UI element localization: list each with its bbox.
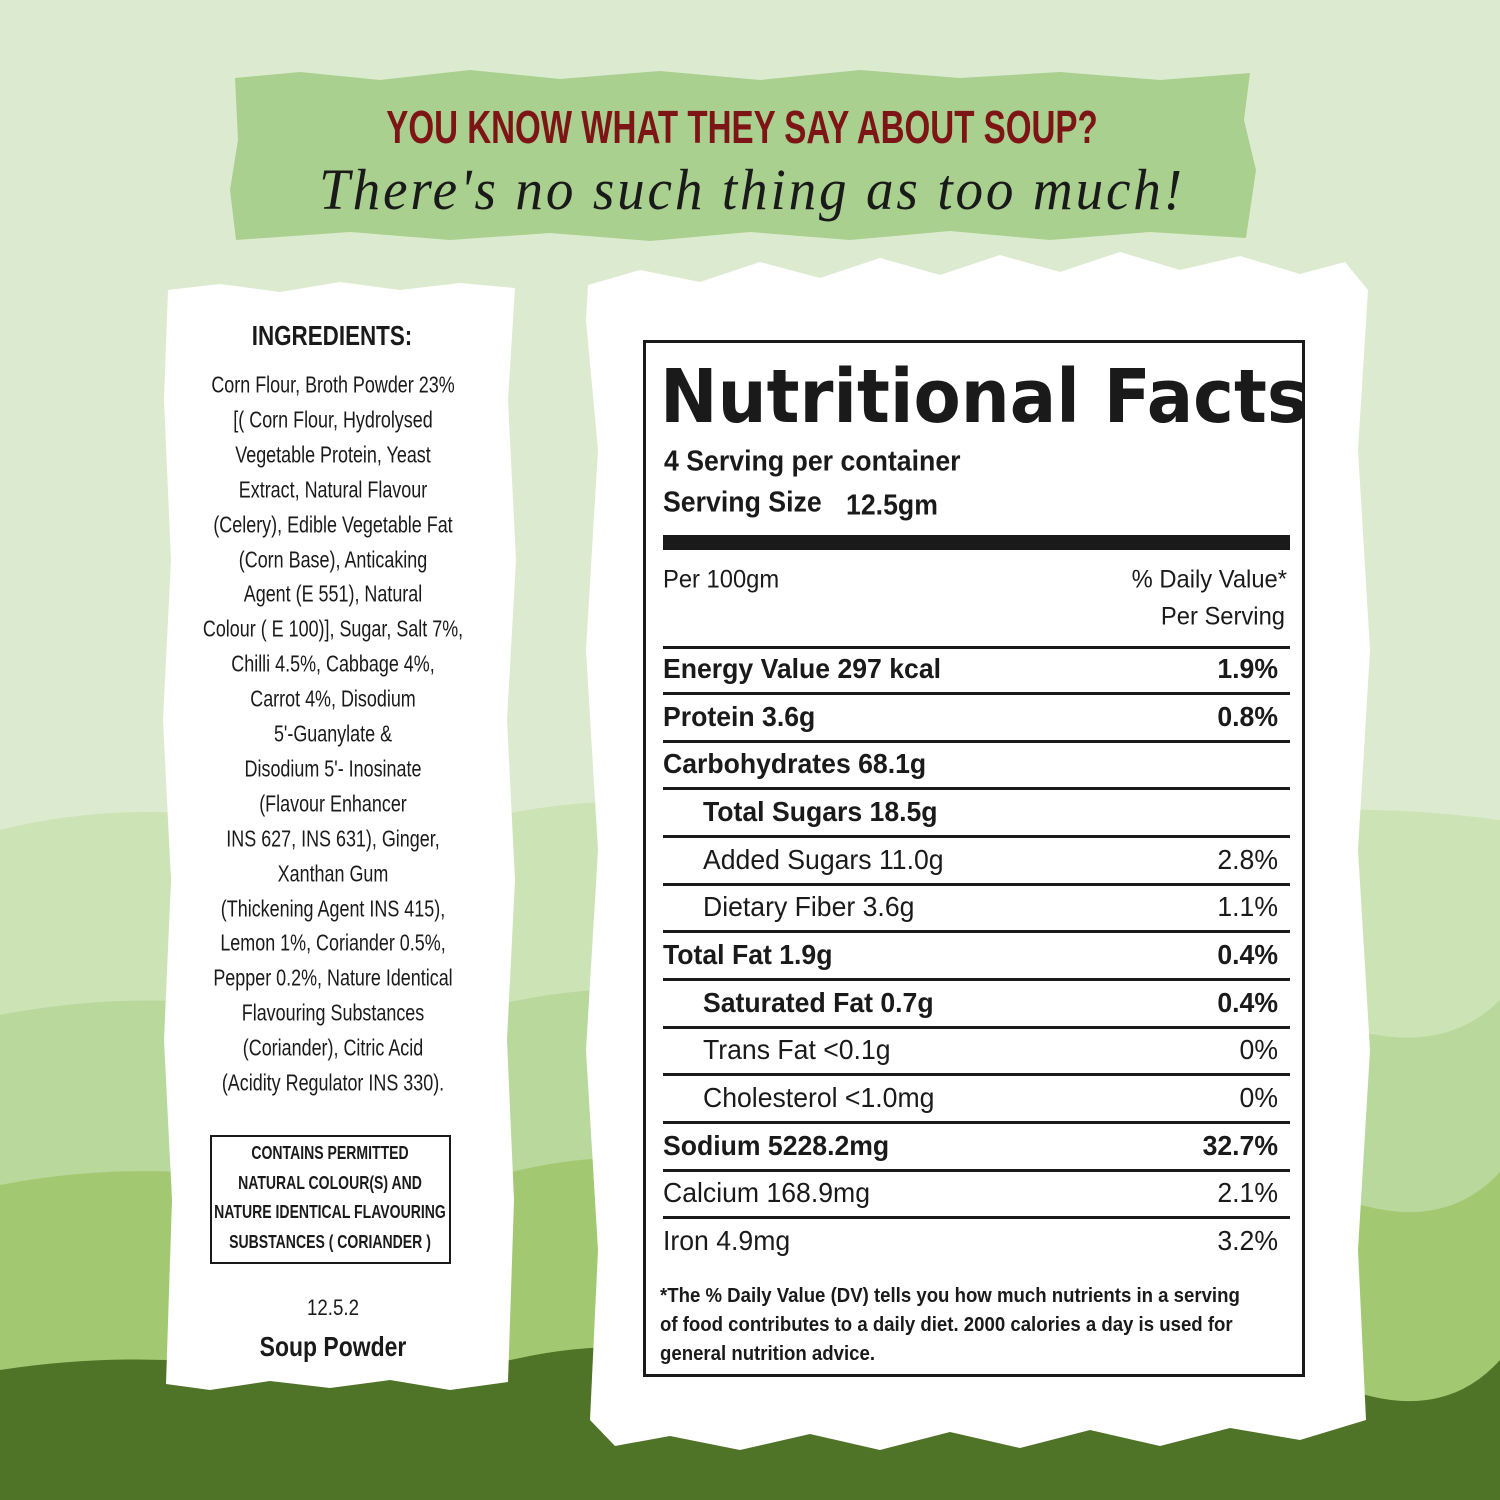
- ingredient-line: INS 627, INS 631), Ginger,: [226, 825, 440, 852]
- nutrient-dv: 1.9%: [1217, 653, 1278, 684]
- notice-line: CONTAINS PERMITTED: [251, 1143, 409, 1163]
- nutrient-name: Energy Value 297 kcal: [663, 653, 942, 684]
- serving-size-label: Serving Size: [663, 486, 822, 519]
- per-label: Per 100gm: [663, 565, 780, 594]
- row-rule: [663, 882, 1290, 886]
- row-rule: [663, 835, 1290, 838]
- row-rule: [663, 930, 1290, 934]
- ingredient-line: Corn Flour, Broth Powder 23%: [211, 371, 455, 398]
- product-name: Soup Powder: [259, 1331, 407, 1362]
- nutrient-dv: 0%: [1239, 1082, 1278, 1114]
- nutrient-name: Total Fat 1.9g: [663, 939, 833, 971]
- notice-line: SUBSTANCES ( CORIANDER ): [229, 1231, 431, 1252]
- tagline: There's no such thing as too much!: [319, 157, 1185, 222]
- notice-line: NATURE IDENTICAL FLAVOURING: [214, 1202, 446, 1223]
- row-rule: [663, 1216, 1290, 1220]
- nutrient-name: Cholesterol <1.0mg: [703, 1082, 935, 1114]
- nutrient-dv: 0%: [1239, 1034, 1278, 1066]
- ingredient-line: Colour ( E 100)], Sugar, Salt 7%,: [202, 615, 464, 642]
- ingredient-line: Pepper 0.2%, Nature Identical: [213, 964, 453, 991]
- nutrient-dv: 32.7%: [1202, 1129, 1278, 1161]
- ingredient-line: Xanthan Gum: [277, 860, 389, 887]
- ingredient-line: Disodium 5'- Inosinate: [244, 755, 422, 782]
- row-rule: [663, 1121, 1290, 1125]
- nutrient-dv: 1.1%: [1217, 891, 1278, 923]
- ingredients-heading: INGREDIENTS:: [251, 320, 413, 351]
- nutrient-name: Added Sugars 11.0g: [703, 843, 944, 875]
- nutrient-name: Calcium 168.9mg: [663, 1177, 870, 1209]
- thick-rule: [663, 535, 1290, 550]
- nutrient-name: Saturated Fat 0.7g: [703, 986, 934, 1018]
- dv-header: % Daily Value*: [1131, 565, 1287, 594]
- serving-size: 12.5gm: [846, 489, 938, 522]
- nutrient-dv: 3.2%: [1217, 1225, 1278, 1257]
- row-rule: [663, 1073, 1290, 1077]
- row-rule: [663, 692, 1290, 695]
- nutrition-border: [643, 340, 1305, 1377]
- nutrient-dv: 0.8%: [1217, 700, 1278, 732]
- nutrient-dv: 0.4%: [1217, 939, 1278, 971]
- ingredient-line: (Corn Base), Anticaking: [238, 546, 428, 572]
- banner: [230, 70, 1256, 241]
- footnote: of food contributes to a daily diet. 200…: [660, 1314, 1233, 1336]
- ingredient-line: (Flavour Enhancer: [259, 790, 407, 817]
- ingredient-line: Chilli 4.5%, Cabbage 4%,: [231, 650, 435, 677]
- footnote: *The % Daily Value (DV) tells you how mu…: [660, 1285, 1240, 1307]
- ingredient-line: Lemon 1%, Coriander 0.5%,: [220, 929, 446, 956]
- row-rule: [663, 1168, 1290, 1172]
- row-rule: [663, 787, 1290, 791]
- ingredient-line: Flavouring Substances: [241, 999, 425, 1026]
- ingredient-line: Vegetable Protein, Yeast: [235, 441, 431, 468]
- notice-border: [210, 1135, 451, 1264]
- ingredient-line: (Celery), Edible Vegetable Fat: [213, 511, 453, 538]
- nutrient-dv: 2.1%: [1217, 1177, 1278, 1209]
- row-rule: [663, 1025, 1290, 1029]
- row-rule: [663, 739, 1290, 743]
- ingredient-line: 5'-Guanylate &: [273, 720, 393, 747]
- header-rule: [663, 646, 1290, 649]
- nutrient-name: Sodium 5228.2mg: [663, 1129, 890, 1161]
- ingredients-paper: [163, 282, 516, 1390]
- product-code: 12.5.2: [307, 1295, 359, 1320]
- nutrition-title: Nutritional Facts: [660, 354, 1308, 440]
- headline: YOU KNOW WHAT THEY SAY ABOUT SOUP?: [386, 101, 1098, 153]
- ingredient-line: Extract, Natural Flavour: [238, 476, 428, 503]
- nutrient-name: Trans Fat <0.1g: [703, 1034, 891, 1066]
- ingredient-line: (Acidity Regulator INS 330).: [221, 1069, 445, 1096]
- nutrient-name: Carbohydrates 68.1g: [663, 748, 927, 780]
- ingredient-line: Carrot 4%, Disodium: [250, 685, 416, 712]
- dv-header: Per Serving: [1160, 602, 1285, 631]
- ingredient-line: Agent (E 551), Natural: [243, 580, 423, 607]
- notice-line: NATURAL COLOUR(S) AND: [238, 1172, 422, 1193]
- ingredient-line: (Thickening Agent INS 415),: [220, 895, 446, 921]
- footnote: general nutrition advice.: [660, 1343, 875, 1365]
- nutrition-paper: [586, 252, 1370, 1450]
- nutrient-name: Protein 3.6g: [663, 700, 816, 732]
- ingredient-line: (Coriander), Citric Acid: [242, 1034, 424, 1061]
- ingredient-line: [( Corn Flour, Hydrolysed: [233, 406, 433, 433]
- nutrient-dv: 2.8%: [1217, 843, 1278, 875]
- servings: 4 Serving per container: [664, 445, 961, 478]
- nutrient-name: Total Sugars 18.5g: [703, 796, 938, 827]
- row-rule: [663, 978, 1290, 982]
- nutrient-dv: 0.4%: [1217, 986, 1278, 1018]
- nutrient-name: Dietary Fiber 3.6g: [703, 891, 915, 923]
- nutrient-name: Iron 4.9mg: [663, 1225, 791, 1257]
